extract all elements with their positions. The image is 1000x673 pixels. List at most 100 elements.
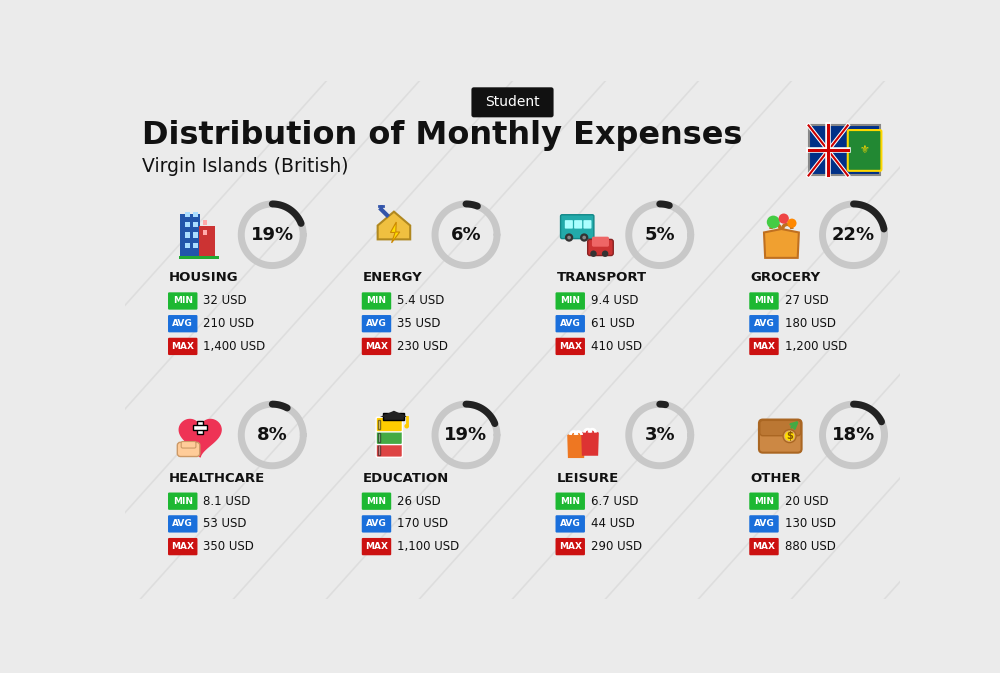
FancyBboxPatch shape bbox=[179, 256, 219, 259]
FancyBboxPatch shape bbox=[197, 421, 203, 434]
Text: GROCERY: GROCERY bbox=[750, 271, 821, 285]
FancyBboxPatch shape bbox=[362, 538, 391, 555]
Circle shape bbox=[580, 234, 588, 242]
Text: MIN: MIN bbox=[366, 497, 386, 505]
Circle shape bbox=[565, 234, 573, 242]
FancyBboxPatch shape bbox=[760, 421, 801, 435]
FancyBboxPatch shape bbox=[202, 230, 207, 236]
Text: 880 USD: 880 USD bbox=[785, 540, 835, 553]
FancyBboxPatch shape bbox=[193, 232, 198, 238]
FancyBboxPatch shape bbox=[592, 237, 609, 247]
Text: MIN: MIN bbox=[754, 497, 774, 505]
Text: ENERGY: ENERGY bbox=[363, 271, 423, 285]
Text: 6.7 USD: 6.7 USD bbox=[591, 495, 638, 507]
FancyBboxPatch shape bbox=[193, 243, 198, 248]
Text: 350 USD: 350 USD bbox=[203, 540, 254, 553]
Text: ⚜: ⚜ bbox=[860, 145, 870, 155]
Text: AVG: AVG bbox=[172, 520, 193, 528]
FancyBboxPatch shape bbox=[749, 338, 779, 355]
Text: 27 USD: 27 USD bbox=[785, 295, 828, 308]
Text: 9.4 USD: 9.4 USD bbox=[591, 295, 638, 308]
Text: AVG: AVG bbox=[560, 319, 581, 328]
Circle shape bbox=[787, 219, 797, 228]
Text: AVG: AVG bbox=[366, 520, 387, 528]
Text: TRANSPORT: TRANSPORT bbox=[557, 271, 647, 285]
FancyBboxPatch shape bbox=[168, 516, 197, 532]
Text: MAX: MAX bbox=[365, 342, 388, 351]
FancyBboxPatch shape bbox=[168, 315, 197, 332]
Text: AVG: AVG bbox=[172, 319, 193, 328]
FancyBboxPatch shape bbox=[168, 292, 197, 310]
Text: MAX: MAX bbox=[171, 542, 194, 551]
Text: 230 USD: 230 USD bbox=[397, 340, 448, 353]
FancyBboxPatch shape bbox=[202, 220, 207, 225]
Text: 22%: 22% bbox=[832, 225, 875, 244]
FancyBboxPatch shape bbox=[168, 538, 197, 555]
FancyBboxPatch shape bbox=[362, 493, 391, 510]
FancyBboxPatch shape bbox=[378, 420, 380, 429]
Text: 53 USD: 53 USD bbox=[203, 518, 247, 530]
FancyBboxPatch shape bbox=[471, 87, 554, 117]
Text: EDUCATION: EDUCATION bbox=[363, 472, 449, 485]
Text: AVG: AVG bbox=[754, 520, 774, 528]
FancyBboxPatch shape bbox=[193, 222, 198, 227]
FancyBboxPatch shape bbox=[565, 220, 573, 229]
FancyBboxPatch shape bbox=[809, 125, 880, 176]
Circle shape bbox=[567, 236, 571, 240]
Text: 8.1 USD: 8.1 USD bbox=[203, 495, 251, 507]
Text: MAX: MAX bbox=[559, 542, 582, 551]
Text: MAX: MAX bbox=[752, 542, 775, 551]
FancyBboxPatch shape bbox=[378, 433, 380, 442]
Text: MAX: MAX bbox=[171, 342, 194, 351]
Text: 20 USD: 20 USD bbox=[785, 495, 828, 507]
Polygon shape bbox=[380, 411, 408, 417]
FancyBboxPatch shape bbox=[376, 443, 402, 457]
Text: MIN: MIN bbox=[173, 297, 193, 306]
Text: 32 USD: 32 USD bbox=[203, 295, 247, 308]
FancyBboxPatch shape bbox=[378, 446, 380, 454]
FancyBboxPatch shape bbox=[759, 419, 802, 453]
Circle shape bbox=[602, 250, 608, 257]
Text: AVG: AVG bbox=[560, 520, 581, 528]
Text: MAX: MAX bbox=[559, 342, 582, 351]
FancyBboxPatch shape bbox=[185, 222, 190, 227]
FancyBboxPatch shape bbox=[556, 292, 585, 310]
Circle shape bbox=[404, 424, 409, 429]
FancyBboxPatch shape bbox=[749, 493, 779, 510]
FancyBboxPatch shape bbox=[749, 292, 779, 310]
Text: 180 USD: 180 USD bbox=[785, 317, 836, 330]
FancyBboxPatch shape bbox=[588, 240, 613, 256]
FancyBboxPatch shape bbox=[193, 212, 198, 217]
Text: MAX: MAX bbox=[752, 342, 775, 351]
Polygon shape bbox=[581, 429, 599, 456]
Circle shape bbox=[582, 236, 586, 240]
Circle shape bbox=[590, 250, 597, 257]
FancyBboxPatch shape bbox=[177, 442, 200, 456]
Polygon shape bbox=[378, 212, 410, 240]
Text: 18%: 18% bbox=[832, 426, 875, 444]
FancyBboxPatch shape bbox=[185, 232, 190, 238]
Polygon shape bbox=[764, 229, 799, 258]
FancyBboxPatch shape bbox=[168, 338, 197, 355]
FancyBboxPatch shape bbox=[574, 220, 582, 229]
FancyBboxPatch shape bbox=[180, 214, 200, 258]
Text: 1,100 USD: 1,100 USD bbox=[397, 540, 459, 553]
Text: OTHER: OTHER bbox=[750, 472, 801, 485]
Text: 410 USD: 410 USD bbox=[591, 340, 642, 353]
Text: MIN: MIN bbox=[754, 297, 774, 306]
Text: Student: Student bbox=[485, 96, 540, 109]
Circle shape bbox=[785, 431, 794, 441]
Text: MIN: MIN bbox=[560, 497, 580, 505]
FancyBboxPatch shape bbox=[362, 315, 391, 332]
FancyBboxPatch shape bbox=[556, 493, 585, 510]
Circle shape bbox=[783, 429, 796, 443]
Text: 44 USD: 44 USD bbox=[591, 518, 635, 530]
FancyBboxPatch shape bbox=[193, 425, 207, 430]
FancyBboxPatch shape bbox=[556, 538, 585, 555]
Text: 5.4 USD: 5.4 USD bbox=[397, 295, 444, 308]
Circle shape bbox=[779, 213, 789, 223]
Text: 170 USD: 170 USD bbox=[397, 518, 448, 530]
Text: 6%: 6% bbox=[451, 225, 481, 244]
FancyBboxPatch shape bbox=[362, 338, 391, 355]
Text: Virgin Islands (British): Virgin Islands (British) bbox=[142, 157, 349, 176]
